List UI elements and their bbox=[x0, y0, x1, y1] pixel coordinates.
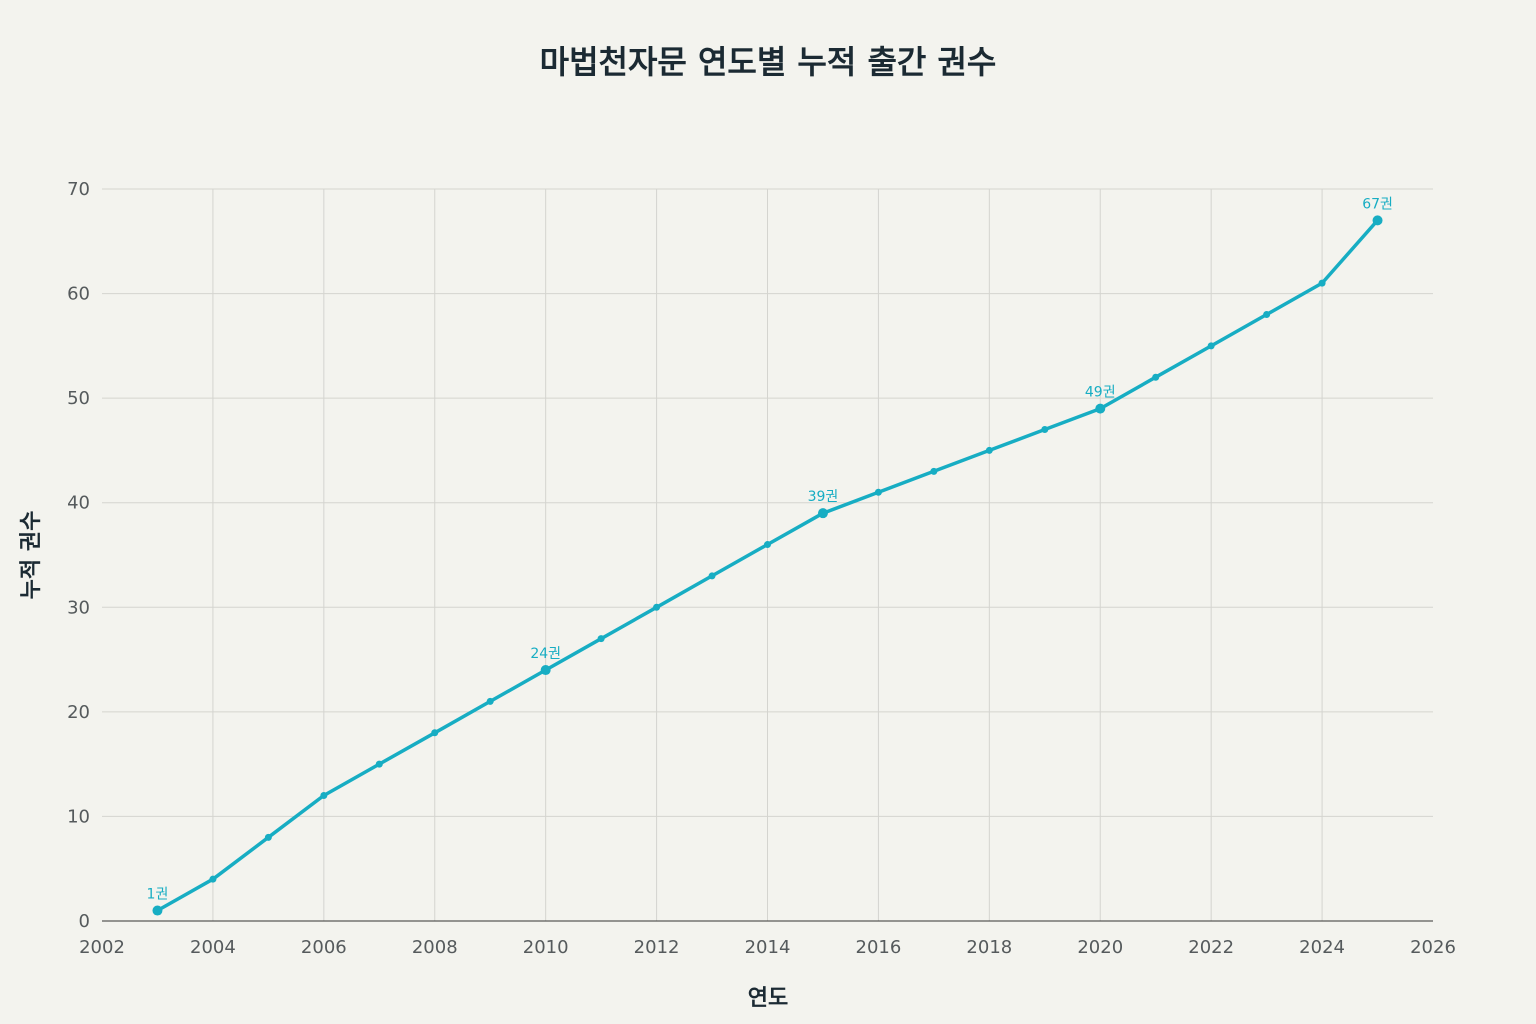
data-point bbox=[431, 729, 439, 737]
data-point bbox=[486, 697, 494, 705]
data-point bbox=[375, 760, 383, 768]
data-point bbox=[540, 665, 551, 676]
data-point bbox=[264, 833, 272, 841]
axes: 2002 2004 2006 2008 2010 2012 2014 2016 2018 2020… bbox=[67, 179, 1456, 958]
data-point bbox=[764, 541, 771, 549]
y-tick-label: 20 bbox=[67, 702, 90, 723]
grid bbox=[102, 188, 1433, 921]
chart-title: 마법천자문 연도별 누적 출간 권수 bbox=[540, 43, 997, 81]
x-tick-label: 2004 bbox=[190, 937, 236, 958]
annotations: 1권 24권 39권 49권 67권 bbox=[147, 196, 1393, 902]
data-point bbox=[152, 905, 163, 916]
data-label: 1권 bbox=[147, 887, 169, 903]
data-point bbox=[1372, 215, 1383, 226]
x-tick-label: 2008 bbox=[412, 937, 458, 958]
data-label: 49권 bbox=[1085, 385, 1116, 401]
data-point bbox=[1152, 373, 1160, 381]
x-tick-label: 2022 bbox=[1188, 937, 1234, 958]
data-point bbox=[320, 792, 328, 800]
data-point bbox=[817, 508, 828, 519]
data-point bbox=[1318, 279, 1326, 287]
x-tick-label: 2012 bbox=[634, 937, 680, 958]
x-tick-label: 2026 bbox=[1410, 937, 1456, 958]
data-point bbox=[930, 467, 938, 475]
x-tick-label: 2006 bbox=[301, 937, 347, 958]
data-point bbox=[653, 603, 661, 611]
data-point bbox=[1207, 342, 1215, 350]
x-tick-label: 2024 bbox=[1299, 937, 1345, 958]
x-tick-label: 2020 bbox=[1077, 937, 1123, 958]
data-point bbox=[597, 635, 605, 643]
y-tick-label: 60 bbox=[67, 284, 90, 305]
data-point bbox=[1041, 426, 1049, 434]
data-point bbox=[985, 446, 993, 454]
x-tick-label: 2018 bbox=[966, 937, 1012, 958]
x-tick-label: 2016 bbox=[856, 937, 902, 958]
y-tick-label: 30 bbox=[67, 597, 90, 618]
data-label: 67권 bbox=[1362, 196, 1393, 212]
data-point bbox=[1263, 310, 1271, 318]
data-label: 24권 bbox=[530, 646, 561, 662]
data-point bbox=[874, 488, 882, 496]
y-tick-label: 0 bbox=[79, 911, 90, 932]
y-tick-label: 10 bbox=[67, 806, 90, 827]
x-tick-label: 2010 bbox=[523, 937, 569, 958]
x-axis-title: 연도 bbox=[748, 986, 788, 1011]
data-point bbox=[708, 572, 716, 580]
y-axis-title: 누적 권수 bbox=[19, 511, 44, 600]
y-tick-label: 70 bbox=[67, 179, 90, 200]
y-tick-label: 40 bbox=[67, 493, 90, 514]
data-label: 39권 bbox=[808, 489, 839, 505]
x-tick-label: 2002 bbox=[79, 937, 125, 958]
data-point bbox=[1095, 403, 1106, 414]
y-tick-label: 50 bbox=[67, 388, 90, 409]
series bbox=[152, 215, 1383, 916]
x-tick-label: 2014 bbox=[745, 937, 791, 958]
data-point bbox=[209, 875, 217, 883]
